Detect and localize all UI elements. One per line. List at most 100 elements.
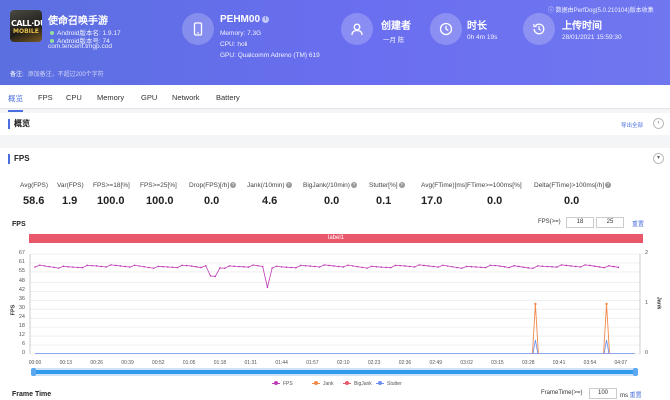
- collapse-icon[interactable]: ‹: [653, 118, 664, 129]
- fps-point: [413, 266, 416, 268]
- metric-label: Drop(FPS)[/h]?: [189, 182, 237, 189]
- tab-fps[interactable]: FPS: [38, 93, 53, 102]
- help-icon[interactable]: ?: [285, 182, 292, 189]
- jank-spike: [603, 303, 610, 355]
- x-tick-label: 03:28: [522, 360, 535, 366]
- time-range-slider[interactable]: [31, 368, 638, 376]
- legend-item-bigjank[interactable]: BigJank: [343, 381, 372, 387]
- tab-network[interactable]: Network: [172, 93, 200, 102]
- metric-label: Delta(FTime)>100ms[/h]?: [534, 182, 612, 189]
- device-memory: Memory: 7.3G: [220, 30, 262, 37]
- fps-point: [228, 265, 231, 267]
- fps-point: [351, 265, 354, 267]
- fps-point: [427, 265, 430, 267]
- slider-handle-start[interactable]: [31, 368, 36, 376]
- fps-point: [295, 266, 297, 269]
- x-tick-label: 02:23: [367, 360, 381, 366]
- fps-point: [48, 265, 51, 268]
- android-version-name: Android版本名: 1.9.17: [50, 27, 121, 37]
- help-icon[interactable]: ?: [230, 182, 237, 189]
- metric-label: FPS>=18[%]: [93, 182, 130, 189]
- fps-point: [185, 264, 188, 267]
- fps-point: [86, 264, 88, 267]
- fps-point: [119, 265, 122, 267]
- metric-label: FTime>=100ms[%]: [467, 182, 522, 189]
- fps-point: [489, 264, 492, 267]
- y-tick-label: 30: [18, 305, 25, 312]
- fps-point: [266, 286, 269, 289]
- fps-point: [62, 265, 65, 268]
- fps-point: [299, 264, 302, 267]
- fps-point: [337, 265, 340, 268]
- fps-threshold-low-input[interactable]: 18: [566, 217, 594, 228]
- frame-time-threshold-input[interactable]: 100: [589, 388, 617, 399]
- help-icon[interactable]: ?: [605, 182, 612, 189]
- fps-threshold-high-input[interactable]: 25: [596, 217, 624, 228]
- y-tick-label: 0: [21, 350, 25, 356]
- x-tick-label: 01:18: [213, 360, 227, 366]
- tab-overview[interactable]: 概览: [8, 94, 23, 112]
- fps-point: [181, 264, 183, 267]
- fps-point: [195, 266, 198, 268]
- metric-label: FPS>=25[%]: [140, 182, 177, 189]
- info-icon[interactable]: i: [262, 15, 270, 23]
- help-icon[interactable]: ?: [350, 182, 357, 189]
- y-tick-label: 42: [18, 287, 25, 294]
- fps-point: [408, 265, 411, 268]
- fps-point: [34, 266, 36, 268]
- legend-item-stutter[interactable]: Stutter: [376, 381, 402, 387]
- fps-point: [442, 264, 444, 267]
- fps-point: [589, 264, 591, 267]
- fps-point: [456, 266, 458, 269]
- help-icon[interactable]: ?: [398, 182, 405, 189]
- fps-point: [219, 267, 221, 269]
- tab-memory[interactable]: Memory: [97, 93, 125, 102]
- export-all-link[interactable]: 导出全部: [621, 123, 644, 129]
- fps-point: [143, 265, 145, 268]
- tab-battery[interactable]: Battery: [216, 93, 240, 102]
- fps-point: [385, 266, 387, 269]
- fps-point: [494, 264, 496, 267]
- fps-point: [257, 264, 259, 267]
- clock-icon: [430, 13, 462, 45]
- fps-point: [81, 266, 84, 269]
- y-tick-label: 55: [18, 267, 25, 274]
- fps-point: [209, 275, 212, 277]
- fps-point: [105, 266, 107, 268]
- fps-section-title: FPS: [8, 154, 30, 164]
- jank-spike: [531, 303, 539, 355]
- jank-point: [534, 302, 537, 306]
- fps-point: [470, 265, 473, 268]
- slider-track: [34, 370, 635, 374]
- note-input[interactable]: 添加备注，不超过200个字符: [27, 72, 104, 78]
- fps-point: [157, 265, 160, 268]
- fps-point: [176, 266, 179, 269]
- tab-gpu[interactable]: GPU: [141, 93, 158, 102]
- duration-label: 时长: [467, 21, 487, 32]
- fps-point: [598, 266, 601, 268]
- legend-item-jank[interactable]: Jank: [312, 381, 334, 387]
- fps-reset-button[interactable]: 重置: [632, 222, 645, 228]
- x-tick-label: 00:00: [28, 360, 42, 366]
- legend-item-fps[interactable]: FPS: [272, 381, 293, 387]
- legend-swatch: [343, 381, 351, 385]
- chevron-down-icon[interactable]: ▾: [653, 153, 664, 164]
- metric-value: 100.0: [97, 195, 125, 207]
- legend-label: FPS: [283, 381, 293, 387]
- fps-point: [579, 266, 582, 268]
- fps-point: [271, 267, 273, 269]
- fps-point: [465, 265, 468, 268]
- y2-tick-label: 1: [645, 300, 649, 306]
- fps-point: [484, 266, 487, 269]
- frame-time-reset-button[interactable]: 重置: [629, 393, 642, 399]
- metric-value: 0.0: [487, 195, 503, 207]
- fps-point: [285, 266, 288, 269]
- fps-point: [114, 264, 117, 267]
- x-tick-label: 02:10: [337, 360, 350, 366]
- x-tick-label: 03:41: [552, 360, 566, 366]
- x-tick-label: 01:44: [275, 360, 288, 366]
- tab-cpu[interactable]: CPU: [66, 93, 82, 102]
- metric-value: 0.0: [564, 195, 580, 207]
- slider-handle-end[interactable]: [633, 368, 638, 376]
- fps-point: [190, 265, 193, 267]
